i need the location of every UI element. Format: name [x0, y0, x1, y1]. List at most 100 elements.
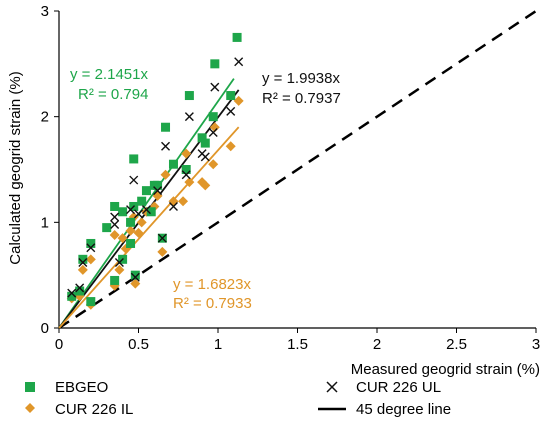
data-point-cur-226-il [181, 148, 192, 159]
y-axis-label: Calculated geogrid strain (%) [7, 71, 24, 264]
x-stroke [130, 272, 140, 282]
data-point-ebgeo [78, 254, 88, 264]
legend-label-ebgeo: EBGEO [55, 379, 108, 396]
x-stroke [110, 219, 120, 229]
data-point-cur-226-ul [86, 243, 96, 253]
x-stroke [157, 233, 167, 243]
data-point-cur-226-ul [157, 233, 167, 243]
data-point-cur-226-ul [161, 141, 171, 151]
data-point-ebgeo [153, 180, 163, 190]
x-stroke [210, 82, 220, 92]
x-stroke [114, 257, 124, 267]
data-point-cur-226-il [114, 264, 125, 275]
data-point-cur-226-ul [200, 152, 210, 162]
data-point-cur-226-ul [110, 219, 120, 229]
legend-item-ebgeo: EBGEO [25, 379, 108, 396]
x-tick-label: 2 [373, 336, 381, 353]
data-point-cur-226-il [109, 230, 120, 241]
legend: EBGEO CUR 226 UL CUR 226 IL 45 degree li… [25, 379, 451, 418]
x-stroke [86, 243, 96, 253]
x-stroke [234, 57, 244, 67]
data-point-cur-226-ul [130, 272, 140, 282]
x-stroke [226, 106, 236, 116]
data-point-cur-226-ul [208, 128, 218, 138]
data-point-cur-226-il [136, 217, 147, 228]
legend-label-45-degree-line: 45 degree line [356, 401, 451, 418]
ebgeo-r2: R² = 0.794 [78, 86, 148, 103]
data-point-ebgeo [67, 291, 77, 301]
data-point-cur-226-ul [226, 106, 236, 116]
x-stroke [153, 186, 163, 196]
data-point-cur-226-ul [129, 175, 139, 185]
data-point-ebgeo [126, 238, 136, 248]
data-point-cur-226-ul [181, 170, 191, 180]
data-point-cur-226-ul [153, 186, 163, 196]
data-point-cur-226-ul [234, 57, 244, 67]
data-point-ebgeo [75, 286, 85, 296]
x-stroke [129, 175, 139, 185]
data-point-cur-226-ul [114, 257, 124, 267]
data-point-cur-226-ul [67, 288, 77, 298]
tick-labels: 0 0.5 1 1.5 2 2.5 3 0 1 2 3 [41, 3, 541, 353]
x-tick-label: 3 [532, 336, 540, 353]
data-point-ebgeo [226, 91, 236, 101]
y-tick-label: 2 [41, 109, 49, 126]
square-marker-icon [25, 382, 35, 392]
x-stroke [208, 128, 218, 138]
data-point-cur-226-ul [134, 209, 143, 219]
axes [54, 10, 537, 333]
data-point-cur-226-il [184, 177, 195, 188]
data-point-cur-226-il [208, 159, 219, 170]
data-point-ebgeo [181, 165, 191, 174]
x-stroke [75, 283, 85, 293]
legend-item-45-degree-line: 45 degree line [318, 401, 451, 418]
data-point-cur-226-il [225, 141, 236, 152]
data-point-ebgeo [86, 238, 96, 248]
data-point-cur-226-il [160, 169, 171, 180]
data-point-ebgeo [208, 112, 218, 122]
legend-item-cur-226-il: CUR 226 IL [25, 401, 133, 418]
data-point-ebgeo [146, 207, 156, 217]
x-stroke [78, 257, 88, 267]
x-stroke [110, 212, 120, 222]
x-stroke [184, 112, 194, 122]
data-point-cur-226-ul [110, 212, 120, 222]
data-point-ebgeo [161, 122, 171, 132]
x-stroke [181, 170, 191, 180]
il-equation: y = 1.6823x [173, 276, 251, 293]
data-point-ebgeo [126, 217, 136, 227]
ul-r2: R² = 0.7937 [262, 90, 341, 107]
data-point-ebgeo [110, 275, 120, 285]
data-point-cur-226-ul [78, 257, 88, 267]
data-point-cur-226-il [125, 225, 136, 236]
x-stroke [200, 152, 210, 162]
data-point-ebgeo [102, 223, 112, 233]
y-tick-label: 0 [41, 320, 49, 337]
data-point-ebgeo [110, 201, 120, 211]
x-stroke [161, 141, 171, 151]
x-tick-label: 0 [55, 336, 63, 353]
x-marker-icon [326, 381, 338, 393]
data-point-cur-226-ul [210, 82, 220, 92]
data-point-ebgeo [129, 154, 139, 164]
x-axis-label: Measured geogrid strain (%) [351, 361, 540, 378]
x-stroke [67, 288, 77, 298]
data-points [66, 32, 244, 310]
data-point-cur-226-il [130, 278, 141, 289]
ul-equation: y = 1.9938x [262, 70, 340, 87]
y-tick-label: 1 [41, 214, 49, 231]
data-point-ebgeo [118, 207, 128, 217]
x-tick-label: 1.5 [287, 336, 308, 353]
reference-line-45-degree [58, 9, 537, 330]
data-point-cur-226-ul [126, 205, 136, 215]
y-tick-label: 3 [41, 3, 49, 20]
x-tick-label: 0.5 [128, 336, 149, 353]
data-point-cur-226-il [77, 264, 88, 275]
il-r2: R² = 0.7933 [173, 295, 252, 312]
legend-label-cur-226-ul: CUR 226 UL [356, 379, 441, 396]
trendline [58, 78, 235, 329]
data-point-ebgeo [197, 133, 207, 143]
legend-label-cur-226-il: CUR 226 IL [55, 401, 133, 418]
